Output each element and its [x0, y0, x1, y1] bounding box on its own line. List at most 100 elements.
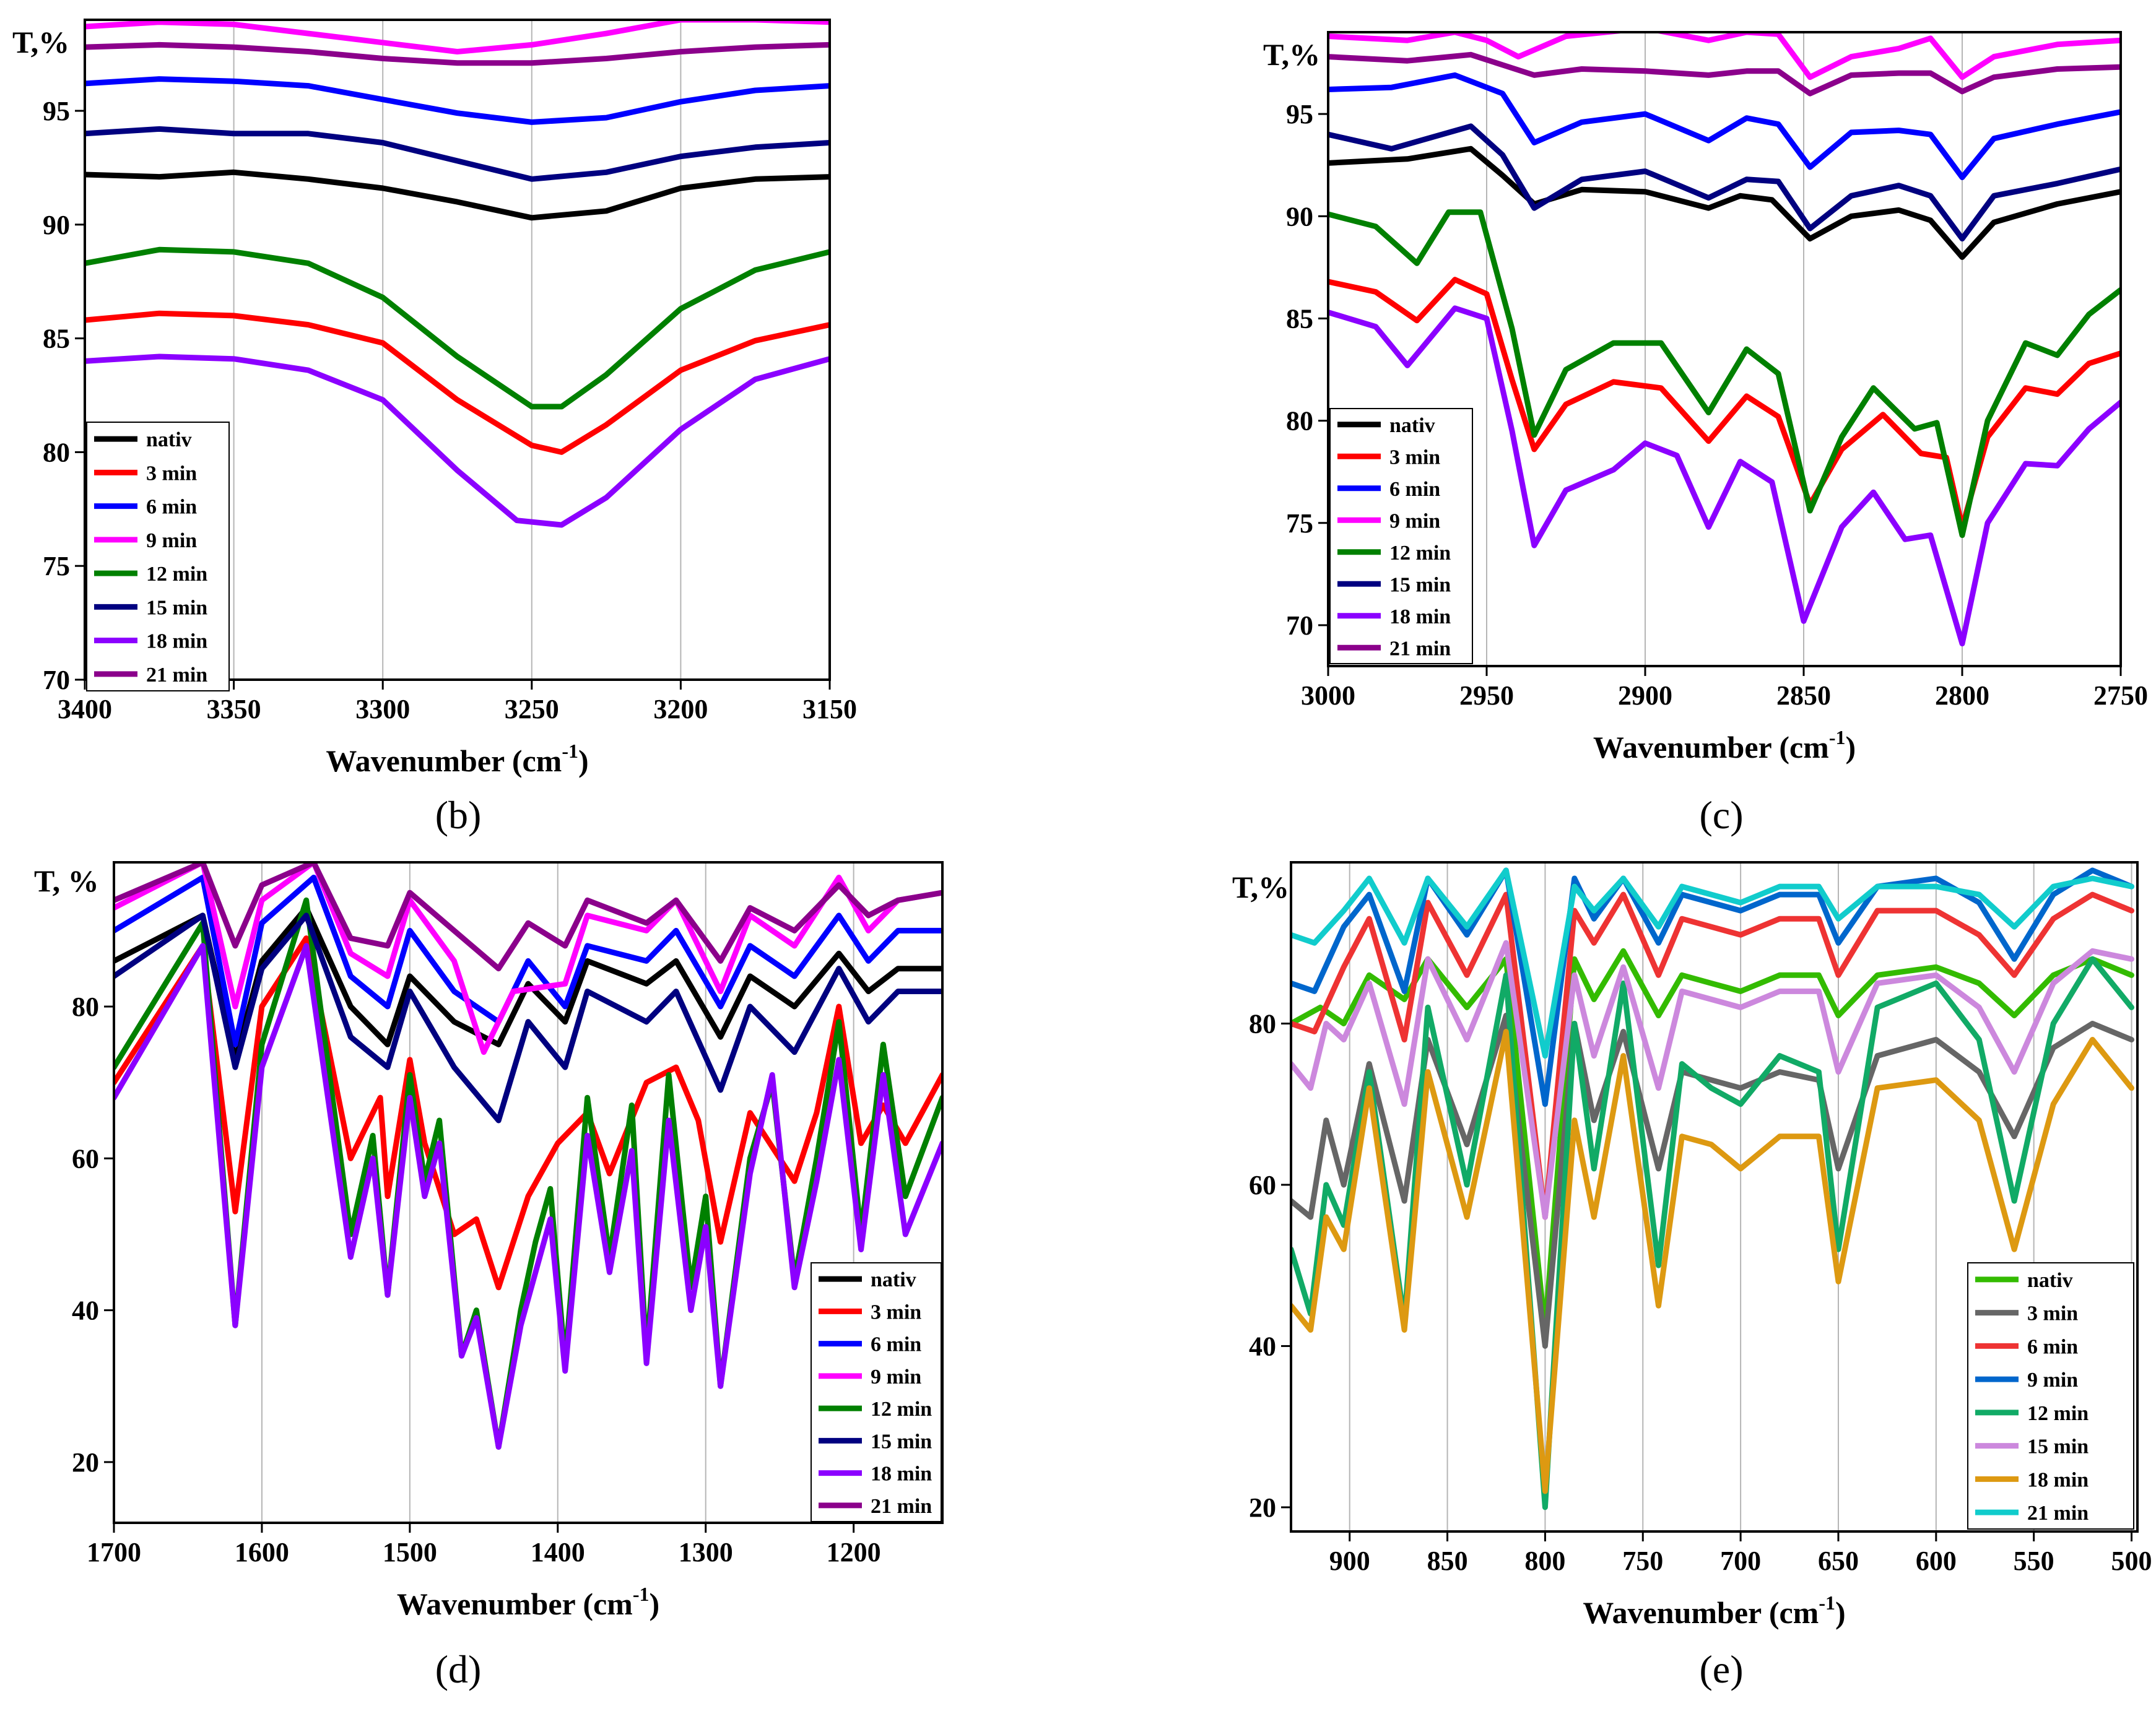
x-tick-label: 550	[2014, 1546, 2054, 1576]
series-line-nativ	[85, 169, 830, 221]
series-line-21-min	[85, 41, 830, 66]
legend: nativ 3 min 6 min 9 min 12 min 15 min 18 min 21…	[1967, 1262, 2134, 1530]
x-tick-label: 3250	[505, 694, 559, 724]
x-tick-label: 850	[1427, 1546, 1468, 1576]
legend-entry: 21 min	[146, 664, 207, 687]
legend-entry: 15 min	[1389, 573, 1451, 596]
y-tick-label: 75	[1286, 508, 1313, 539]
legend-entry: nativ	[146, 428, 192, 451]
legend-entry: 21 min	[1389, 637, 1451, 660]
y-tick-label: 40	[1249, 1331, 1276, 1361]
series-line-12-min	[85, 246, 830, 410]
series-line-21-min	[1291, 867, 2134, 1059]
series-line-nativ	[1328, 145, 2121, 260]
legend-entry: 3 min	[1389, 446, 1440, 469]
y-axis-label: T, %	[34, 864, 99, 898]
y-tick-label: 85	[1286, 303, 1313, 334]
y-tick-label: 60	[72, 1143, 99, 1174]
legend-entry: 12 min	[2027, 1402, 2089, 1425]
x-axis-label-sup: -1	[562, 740, 578, 762]
x-axis-label-sup: -1	[1829, 726, 1846, 748]
x-axis-label-main: Wavenumber (cm	[326, 743, 562, 778]
x-tick-label: 3000	[1301, 680, 1355, 711]
y-tick-label: 80	[1286, 406, 1313, 436]
series-line-15-min	[114, 912, 942, 1124]
series-line-6-min	[1291, 891, 2134, 1220]
legend-entry: 3 min	[2027, 1302, 2078, 1325]
legend-entry: 18 min	[871, 1463, 932, 1486]
panel-label: (e)	[1699, 1647, 1743, 1691]
legend-entry: 15 min	[146, 596, 207, 619]
x-tick-label: 700	[1720, 1546, 1761, 1576]
chart-panel-2: 1700 1600 1500 1400 1300 1200 20 40 60 80 T, % Wave…	[34, 861, 944, 1691]
series-group	[85, 20, 830, 528]
x-tick-label: 750	[1622, 1546, 1663, 1576]
x-tick-label: 3200	[653, 694, 708, 724]
legend-entry: 15 min	[2027, 1436, 2089, 1458]
legend-entry: 6 min	[871, 1333, 921, 1356]
series-line-15-min	[1291, 940, 2134, 1220]
legend-entry: 12 min	[1389, 542, 1451, 565]
series-line-18-min	[1291, 1029, 2134, 1494]
x-tick-label: 1400	[531, 1537, 585, 1567]
x-axis-label: Wavenumber (cm-1)	[326, 740, 588, 778]
x-tick-label: 3150	[802, 694, 857, 724]
x-tick-label: 2850	[1776, 680, 1831, 711]
y-tick-label: 60	[1249, 1170, 1276, 1200]
y-tick-label: 75	[43, 551, 70, 581]
legend: nativ 3 min 6 min 9 min 12 min 15 min 18 min 21…	[1329, 408, 1473, 664]
legend-entry: nativ	[2027, 1269, 2073, 1292]
legend-entry: 18 min	[1389, 605, 1451, 628]
panel-label: (c)	[1699, 793, 1743, 837]
series-line-3-min	[1291, 1013, 2134, 1349]
x-tick-label: 1700	[87, 1537, 141, 1567]
series-line-15-min	[85, 126, 830, 182]
legend-entry: 18 min	[146, 630, 207, 653]
legend-entry: nativ	[871, 1268, 916, 1291]
legend-entry: 18 min	[2027, 1468, 2089, 1491]
x-tick-label: 2800	[1935, 680, 1989, 711]
series-line-6-min	[1328, 72, 2121, 180]
legend-entry: 15 min	[871, 1430, 932, 1453]
legend-box	[811, 1262, 942, 1522]
panel-label: (d)	[435, 1647, 482, 1691]
series-line-3-min	[85, 310, 830, 455]
series-line-18-min	[114, 943, 942, 1450]
y-tick-label: 20	[72, 1447, 99, 1478]
series-group	[114, 862, 942, 1450]
x-axis-label: Wavenumber (cm-1)	[397, 1583, 659, 1621]
x-axis-label: Wavenumber (cm-1)	[1593, 726, 1856, 765]
x-tick-label: 1200	[827, 1537, 881, 1567]
x-tick-label: 3400	[58, 694, 112, 724]
legend-entry: 6 min	[1389, 478, 1440, 501]
series-line-3-min	[1328, 277, 2121, 530]
series-group	[1291, 867, 2134, 1510]
x-tick-label: 3300	[355, 694, 410, 724]
series-line-nativ	[114, 905, 942, 1063]
y-tick-label: 80	[72, 992, 99, 1022]
x-axis-label-end: )	[578, 743, 589, 778]
panel-label: (b)	[435, 793, 482, 837]
legend-box	[86, 422, 230, 691]
series-line-12-min	[1328, 209, 2121, 539]
x-axis-label-sup: -1	[1819, 1592, 1835, 1614]
x-tick-label: 600	[1916, 1546, 1957, 1576]
x-tick-label: 2950	[1459, 680, 1514, 711]
y-tick-label: 70	[43, 665, 70, 695]
legend-entry: 21 min	[871, 1495, 932, 1518]
x-axis-label-main: Wavenumber (cm	[1583, 1595, 1819, 1630]
y-tick-label: 95	[43, 96, 70, 126]
legend-entry: 6 min	[2027, 1335, 2078, 1358]
legend-entry: 3 min	[871, 1301, 921, 1323]
x-tick-label: 1300	[679, 1537, 733, 1567]
series-line-18-min	[1328, 305, 2121, 647]
y-tick-label: 20	[1249, 1492, 1276, 1523]
plot-frame	[1327, 31, 2122, 667]
series-line-9-min	[1328, 32, 2121, 80]
legend-box	[1967, 1262, 2134, 1530]
legend-entry: 9 min	[146, 529, 197, 552]
series-group	[1328, 32, 2121, 647]
plot-frame	[1290, 861, 2139, 1533]
legend: nativ 3 min 6 min 9 min 12 min 15 min 18 min 21…	[811, 1262, 942, 1522]
x-tick-label: 3350	[207, 694, 261, 724]
